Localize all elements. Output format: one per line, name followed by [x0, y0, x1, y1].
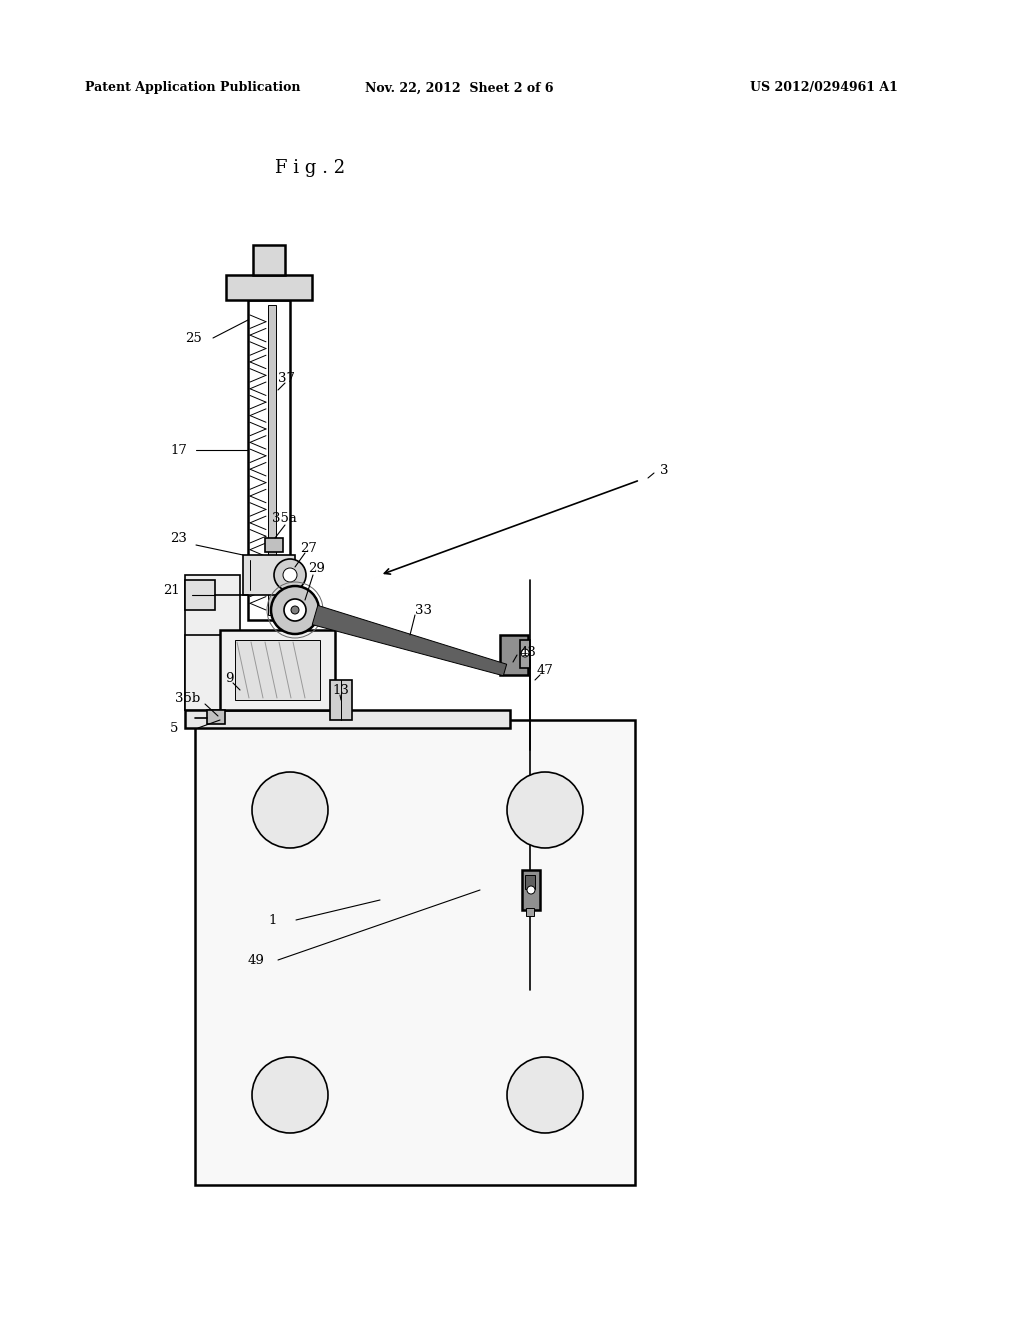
Text: US 2012/0294961 A1: US 2012/0294961 A1: [750, 82, 898, 95]
Text: 21: 21: [163, 583, 180, 597]
Circle shape: [252, 772, 328, 847]
Text: 3: 3: [660, 463, 669, 477]
Text: F i g . 2: F i g . 2: [274, 158, 345, 177]
Text: 29: 29: [308, 561, 325, 574]
Text: 25: 25: [185, 331, 202, 345]
Bar: [185, 576, 240, 710]
Bar: [234, 640, 319, 700]
Bar: [185, 635, 285, 710]
Bar: [220, 630, 335, 710]
Circle shape: [507, 772, 583, 847]
Circle shape: [252, 1057, 328, 1133]
Text: 1: 1: [268, 913, 276, 927]
Text: 35a: 35a: [272, 511, 297, 524]
Circle shape: [507, 1057, 583, 1133]
Bar: [226, 275, 312, 300]
Circle shape: [274, 558, 306, 591]
Circle shape: [271, 586, 319, 634]
Text: 47: 47: [537, 664, 554, 676]
Text: 49: 49: [248, 953, 265, 966]
Bar: [248, 300, 290, 620]
Bar: [525, 875, 535, 888]
Polygon shape: [312, 606, 507, 676]
Bar: [522, 870, 540, 909]
Bar: [243, 554, 295, 595]
Bar: [268, 305, 276, 615]
Circle shape: [283, 568, 297, 582]
Bar: [500, 635, 528, 675]
Bar: [185, 710, 510, 729]
Text: Nov. 22, 2012  Sheet 2 of 6: Nov. 22, 2012 Sheet 2 of 6: [365, 82, 554, 95]
Circle shape: [291, 606, 299, 614]
Bar: [207, 710, 225, 723]
Text: 13: 13: [332, 684, 349, 697]
Circle shape: [284, 599, 306, 620]
Text: 35b: 35b: [175, 692, 201, 705]
Text: 17: 17: [170, 444, 186, 457]
Text: 43: 43: [520, 645, 537, 659]
Text: 5: 5: [170, 722, 178, 734]
Circle shape: [521, 649, 529, 657]
Bar: [330, 680, 352, 719]
Bar: [253, 246, 285, 275]
Circle shape: [527, 886, 535, 894]
Text: Patent Application Publication: Patent Application Publication: [85, 82, 300, 95]
Bar: [520, 640, 530, 668]
Bar: [185, 579, 215, 610]
Bar: [526, 908, 534, 916]
Bar: [265, 539, 283, 552]
Text: 23: 23: [170, 532, 186, 544]
Text: 37: 37: [278, 371, 295, 384]
Text: 33: 33: [415, 603, 432, 616]
Bar: [195, 719, 635, 1185]
Text: 27: 27: [300, 541, 316, 554]
Text: 9: 9: [225, 672, 233, 685]
